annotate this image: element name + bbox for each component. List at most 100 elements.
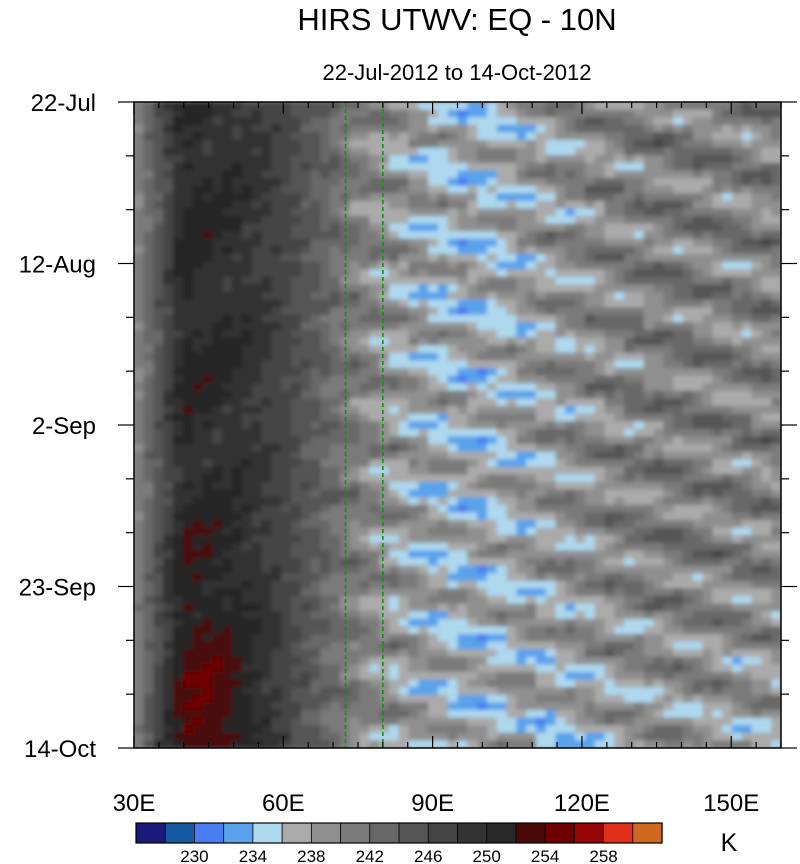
heatmap-cell [633, 147, 645, 156]
heatmap-cell [565, 185, 576, 194]
heatmap-cell [467, 672, 478, 681]
heatmap-cell [741, 588, 753, 597]
heatmap-cell [271, 542, 282, 551]
heatmap-cell [643, 322, 655, 331]
heatmap-cell [428, 238, 439, 247]
heatmap-cell [418, 360, 429, 369]
heatmap-cell [251, 618, 263, 627]
heatmap-cell [310, 117, 321, 126]
heatmap-cell [702, 573, 713, 582]
heatmap-cell [330, 238, 341, 247]
heatmap-cell [241, 147, 253, 156]
heatmap-cell [408, 603, 419, 612]
heatmap-cell [457, 527, 468, 536]
heatmap-cell [771, 375, 781, 384]
heatmap-cell [594, 618, 606, 627]
heatmap-cell [467, 208, 478, 217]
heatmap-cell [682, 117, 694, 126]
heatmap-cell [565, 276, 576, 285]
heatmap-cell [722, 140, 733, 149]
heatmap-cell [643, 117, 655, 126]
heatmap-cell [584, 238, 596, 247]
heatmap-cell [437, 565, 449, 574]
heatmap-cell [320, 314, 331, 323]
heatmap-cell [143, 626, 155, 635]
heatmap-cell [192, 596, 204, 605]
heatmap-cell [349, 352, 361, 361]
heatmap-cell [643, 497, 655, 506]
heatmap-cell [722, 466, 733, 475]
heatmap-cell [712, 512, 723, 521]
heatmap-cell [506, 208, 517, 217]
heatmap-cell [330, 558, 341, 567]
heatmap-cell [692, 482, 704, 491]
heatmap-cell [349, 124, 361, 133]
heatmap-cell [506, 398, 517, 407]
heatmap-cell [379, 489, 390, 498]
heatmap-cell [712, 162, 723, 171]
heatmap-cell [290, 603, 302, 612]
heatmap-cell [584, 178, 596, 187]
heatmap-cell [575, 641, 586, 650]
heatmap-cell [506, 254, 517, 263]
heatmap-cell [486, 542, 498, 551]
heatmap-cell [290, 284, 302, 293]
heatmap-cell [428, 413, 439, 422]
heatmap-cell [202, 200, 214, 209]
heatmap-cell [271, 428, 282, 437]
heatmap-cell [545, 178, 557, 187]
heatmap-cell [290, 459, 302, 468]
heatmap-cell [604, 254, 615, 263]
heatmap-cell [604, 155, 615, 164]
heatmap-cell [477, 383, 488, 392]
heatmap-cell [486, 147, 498, 156]
heatmap-cell [741, 428, 753, 437]
heatmap-cell [437, 284, 449, 293]
heatmap-cell [134, 489, 145, 498]
heatmap-cell [232, 322, 243, 331]
heatmap-cell [741, 459, 753, 468]
heatmap-cell [408, 672, 419, 681]
heatmap-cell [418, 276, 429, 285]
heatmap-cell [183, 140, 194, 149]
heatmap-cell [447, 459, 459, 468]
heatmap-cell [633, 565, 645, 574]
heatmap-cell [359, 216, 370, 225]
heatmap-cell [731, 231, 743, 240]
heatmap-cell [545, 375, 557, 384]
heatmap-cell [526, 246, 537, 255]
heatmap-cell [771, 611, 781, 620]
heatmap-cell [643, 299, 655, 308]
heatmap-cell [751, 603, 762, 612]
heatmap-cell [192, 178, 204, 187]
heatmap-cell [555, 284, 566, 293]
heatmap-cell [712, 276, 723, 285]
heatmap-cell [575, 459, 586, 468]
heatmap-cell [663, 238, 674, 247]
heatmap-cell [134, 634, 145, 643]
heatmap-cell [310, 178, 321, 187]
heatmap-cell [192, 155, 204, 164]
heatmap-cell [506, 330, 517, 339]
heatmap-cell [722, 368, 733, 377]
heatmap-cell [731, 155, 743, 164]
heatmap-cell [398, 482, 410, 491]
heatmap-cell [653, 611, 664, 620]
heatmap-cell [633, 436, 645, 445]
heatmap-cell [261, 246, 272, 255]
heatmap-cell [545, 261, 557, 270]
heatmap-cell [163, 132, 174, 141]
heatmap-cell [232, 672, 243, 681]
heatmap-cell [163, 588, 174, 597]
heatmap-cell [134, 611, 145, 620]
heatmap-cell [339, 466, 351, 475]
heatmap-cell [349, 261, 361, 270]
heatmap-cell [584, 231, 596, 240]
heatmap-cell [359, 444, 370, 453]
heatmap-cell [310, 436, 321, 445]
heatmap-cell [712, 170, 723, 179]
heatmap-cell [643, 596, 655, 605]
heatmap-cell [604, 246, 615, 255]
heatmap-cell [555, 603, 566, 612]
heatmap-cell [379, 299, 390, 308]
